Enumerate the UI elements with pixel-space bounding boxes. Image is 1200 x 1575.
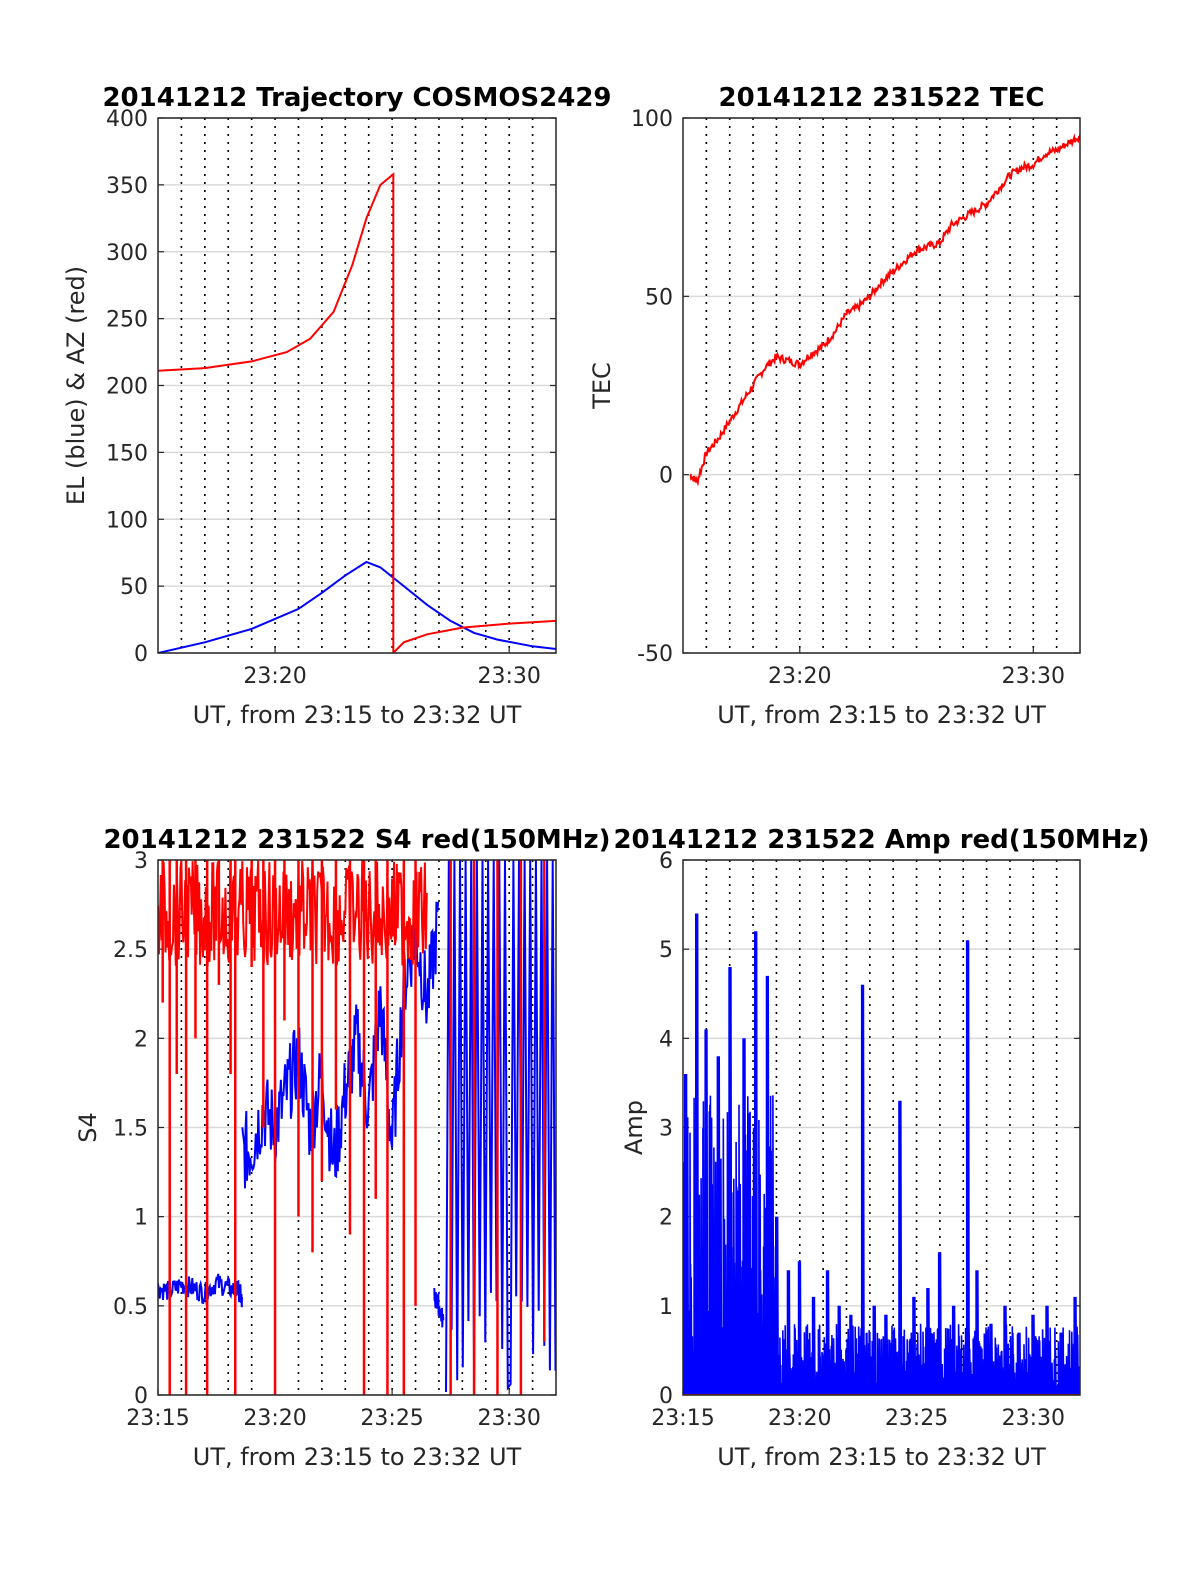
trajectory-ytick-label: 400 (106, 107, 148, 132)
trajectory-series-0-line (158, 560, 556, 653)
trajectory-axes-box (157, 117, 557, 654)
amp-title: 20141212 231522 Amp red(150MHz) (613, 825, 1149, 855)
trajectory-panel: 0 50 100 150 200 250 300 350 400 23:20 23:30 201412… (62, 83, 612, 729)
trajectory-ytick-label: 0 (134, 642, 148, 667)
amp-ytick-label: 5 (659, 938, 673, 963)
trajectory-ytick-label: 250 (106, 308, 148, 333)
trajectory-xtick-label: 23:30 (477, 664, 540, 689)
trajectory-ytick-label: 150 (106, 441, 148, 466)
amp-ytick-label: 2 (659, 1206, 673, 1231)
tec-panel: -50 0 50 100 23:20 23:30 20141212 231522 TEC UT… (588, 83, 1081, 729)
amp-ytick-label: 0 (659, 1384, 673, 1409)
amp-xtick-label: 23:25 (885, 1406, 948, 1431)
amp-xtick-label: 23:15 (651, 1406, 714, 1431)
s4-ytick-label: 2 (134, 1027, 148, 1052)
tec-title: 20141212 231522 TEC (719, 83, 1045, 113)
amp-axes-box (682, 859, 1081, 1396)
s4-ytick-label: 0.5 (113, 1295, 148, 1320)
s4-ytick-label: 3 (134, 849, 148, 874)
s4-xtick-label: 23:25 (360, 1406, 423, 1431)
trajectory-xtick-label: 23:20 (243, 664, 306, 689)
s4-xtick-label: 23:15 (126, 1406, 189, 1431)
amp-ytick-label: 6 (659, 849, 673, 874)
trajectory-ytick-label: 50 (120, 575, 148, 600)
s4-xtick-label: 23:20 (243, 1406, 306, 1431)
s4-ytick-label: 1 (134, 1206, 148, 1231)
amp-panel: 0 1 2 3 4 5 6 23:15 23:20 23:25 23:30 20141212 2315… (613, 825, 1149, 1471)
s4-x-axis-label: UT, from 23:15 to 23:32 UT (193, 1443, 522, 1471)
s4-ytick-label: 0 (134, 1384, 148, 1409)
trajectory-ytick-label: 350 (106, 174, 148, 199)
tec-plot-area (689, 133, 1080, 487)
amp-x-axis-label: UT, from 23:15 to 23:32 UT (717, 1443, 1046, 1471)
tec-axes-box (682, 117, 1081, 654)
amp-plot-area (683, 913, 1080, 1395)
tec-xtick-label: 23:20 (768, 664, 831, 689)
tec-y-axis-label: TEC (588, 362, 616, 410)
trajectory-series-1-line (158, 172, 556, 653)
tec-ytick-label: 100 (631, 107, 673, 132)
s4-series-1-top-band (158, 860, 428, 967)
tec-ytick-label: -50 (637, 642, 673, 667)
amp-series-0-signal (683, 913, 1080, 1395)
trajectory-x-axis-label: UT, from 23:15 to 23:32 UT (193, 701, 522, 729)
s4-ytick-label: 1.5 (113, 1117, 148, 1142)
s4-series-0-segment (433, 1287, 445, 1328)
trajectory-ytick-label: 300 (106, 241, 148, 266)
amp-ytick-label: 4 (659, 1027, 673, 1052)
amp-xtick-label: 23:30 (1002, 1406, 1065, 1431)
amp-xtick-label: 23:20 (768, 1406, 831, 1431)
trajectory-title: 20141212 Trajectory COSMOS2429 (102, 83, 611, 113)
tec-series-0-line (689, 133, 1080, 487)
tec-ytick-label: 0 (659, 464, 673, 489)
tec-ytick-label: 50 (645, 285, 673, 310)
amp-y-axis-label: Amp (620, 1100, 648, 1155)
trajectory-ytick-label: 200 (106, 375, 148, 400)
trajectory-y-axis-label: EL (blue) & AZ (red) (62, 266, 90, 505)
amp-ytick-label: 1 (659, 1295, 673, 1320)
trajectory-ytick-label: 100 (106, 508, 148, 533)
trajectory-plot-area (158, 172, 556, 653)
s4-y-axis-label: S4 (74, 1112, 102, 1143)
s4-plot-area (158, 860, 556, 1395)
amp-ytick-label: 3 (659, 1117, 673, 1142)
s4-xtick-label: 23:30 (477, 1406, 540, 1431)
tec-xtick-label: 23:30 (1002, 664, 1065, 689)
s4-panel: 0 0.5 1 1.5 2 2.5 3 23:15 23:20 23:25 23:30 2014121… (74, 825, 611, 1471)
s4-title: 20141212 231522 S4 red(150MHz) (103, 825, 610, 855)
tec-x-axis-label: UT, from 23:15 to 23:32 UT (717, 701, 1046, 729)
s4-series-0-oscillation (445, 860, 556, 1393)
s4-series-0-segment (241, 901, 440, 1189)
s4-axes-box (157, 859, 557, 1396)
s4-ytick-label: 2.5 (113, 938, 148, 963)
